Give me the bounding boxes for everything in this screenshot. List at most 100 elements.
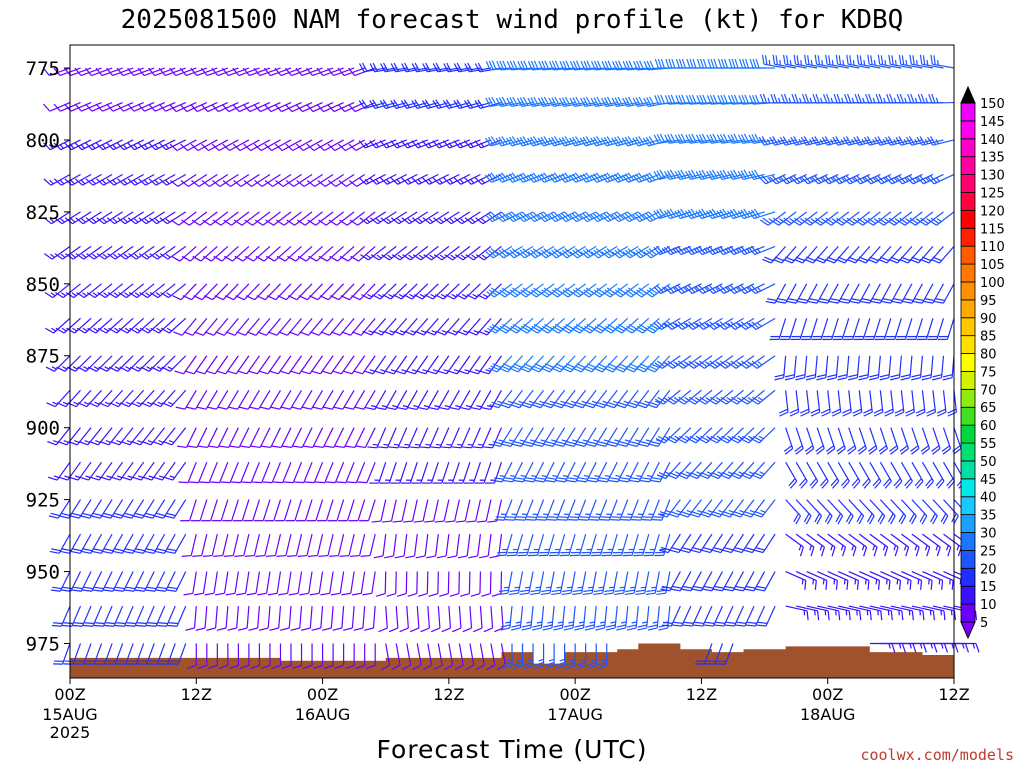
wind-barb (228, 389, 250, 410)
wind-barb (85, 211, 113, 225)
wind-barb (485, 245, 513, 259)
colorbar-swatch (960, 209, 976, 229)
wind-barb (436, 534, 450, 559)
wind-barb (258, 606, 271, 631)
x-tick-label: 00Z (54, 685, 85, 704)
wind-barb (246, 571, 261, 596)
wind-barb (202, 245, 229, 262)
colorbar-swatch (960, 406, 976, 426)
wind-barb (95, 67, 123, 77)
wind-barb (249, 389, 271, 410)
wind-barb (587, 461, 608, 483)
y-tick-label: 925 (26, 490, 60, 512)
wind-barb (234, 245, 260, 262)
wind-barb (740, 427, 765, 444)
wind-barb (317, 211, 344, 226)
wind-barb (511, 606, 524, 631)
wind-barb (295, 101, 323, 113)
wind-barb (214, 283, 239, 301)
wind-barb (922, 533, 941, 557)
wind-barb (366, 643, 376, 670)
wind-barb (843, 318, 860, 341)
wind-barb (632, 96, 660, 107)
wind-barb (900, 461, 913, 489)
wind-barb (664, 133, 691, 144)
wind-barb (703, 605, 724, 627)
wind-barb (932, 461, 945, 489)
wind-barb (706, 283, 734, 295)
wind-barb (622, 60, 649, 71)
wind-barb (911, 570, 933, 590)
wind-barb (569, 245, 597, 259)
wind-barb (669, 533, 692, 554)
wind-barb (825, 427, 836, 455)
colorbar-label: 115 (980, 222, 1005, 237)
wind-barb (143, 499, 166, 519)
colorbar-label: 80 (980, 348, 997, 363)
wind-barb (806, 461, 819, 489)
colorbar-top-arrow (960, 85, 976, 104)
wind-barb (98, 389, 124, 408)
wind-barb (503, 461, 524, 483)
wind-barb (617, 427, 639, 447)
wind-barb (242, 67, 271, 77)
colorbar-label: 20 (980, 562, 997, 577)
wind-barb (202, 211, 229, 226)
wind-barb (901, 533, 920, 557)
wind-barb (687, 427, 713, 444)
wind-barb (123, 533, 145, 554)
wind-barb (118, 317, 145, 334)
wind-barb (222, 499, 239, 522)
wind-barb (848, 461, 861, 489)
wind-barb (501, 427, 524, 447)
wind-barb (690, 533, 713, 554)
wind-barb (154, 499, 176, 519)
colorbar-label: 45 (980, 473, 997, 488)
wind-barb (320, 571, 334, 596)
wind-barb (237, 606, 250, 631)
wind-barb (281, 643, 292, 670)
wind-barb (61, 571, 82, 592)
wind-barb (409, 427, 429, 449)
wind-barb (930, 54, 955, 69)
wind-barb (867, 54, 891, 69)
wind-barb (561, 571, 576, 596)
wind-barb (822, 318, 839, 341)
wind-barb (884, 390, 894, 417)
wind-barb (170, 173, 197, 187)
wind-barb (911, 355, 924, 381)
wind-barb (825, 54, 849, 69)
wind-barb (87, 317, 113, 334)
wind-barb (400, 462, 418, 484)
wind-barb (555, 461, 576, 483)
wind-barb (264, 499, 282, 522)
wind-barb (839, 283, 860, 304)
wind-barb (306, 173, 334, 187)
wind-barb (444, 643, 454, 671)
wind-barb (759, 93, 786, 104)
wind-barb (316, 67, 344, 77)
colorbar-label: 95 (980, 294, 997, 309)
wind-barb (233, 173, 260, 187)
wind-barb (632, 245, 660, 259)
wind-barb (884, 136, 913, 146)
wind-barb (287, 245, 313, 262)
wind-barb (735, 605, 755, 627)
wind-barb (519, 571, 534, 596)
wind-barb (638, 427, 660, 447)
wind-barb (198, 427, 218, 449)
wind-barb (932, 605, 957, 621)
wind-barb (190, 139, 218, 152)
wind-barb (81, 533, 103, 554)
wind-barb (593, 571, 608, 596)
wind-barb (223, 533, 239, 557)
wind-barb (190, 499, 208, 522)
wind-barb (737, 208, 765, 220)
colorbar-label: 145 (980, 115, 1005, 130)
wind-barb (478, 534, 492, 559)
wind-barb (811, 318, 829, 341)
wind-barb (465, 245, 492, 261)
wind-barb (358, 139, 386, 149)
wind-barb (499, 389, 524, 409)
wind-barb (506, 96, 534, 107)
